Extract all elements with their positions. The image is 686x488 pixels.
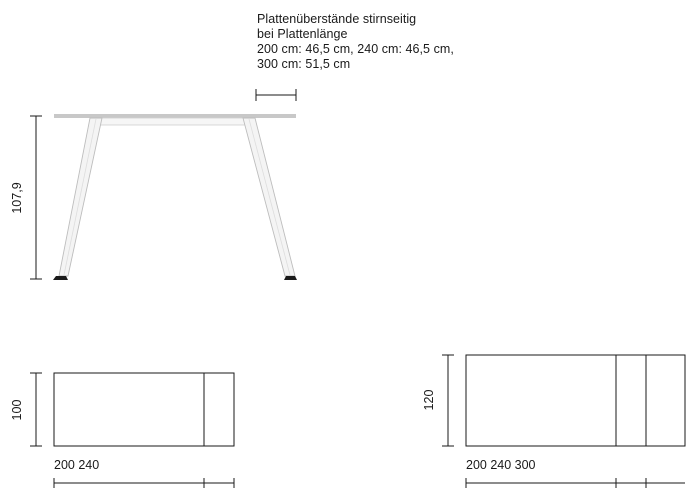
left-leg-highlight bbox=[63, 118, 97, 276]
overhang-note-line-2: bei Plattenlänge bbox=[257, 27, 348, 41]
height-label: 107,9 bbox=[10, 182, 24, 213]
left-leg bbox=[58, 117, 103, 277]
tabletop-outline bbox=[53, 372, 235, 447]
overhang-dimension bbox=[255, 89, 297, 101]
tabletop-edge bbox=[54, 114, 296, 118]
right-leg-highlight bbox=[248, 118, 291, 276]
height-dimension bbox=[30, 115, 42, 280]
left-foot bbox=[53, 276, 68, 280]
tabletop-apron bbox=[95, 117, 249, 126]
tabletop-outline bbox=[465, 354, 686, 447]
length-labels: 200 240 300 bbox=[466, 458, 536, 472]
overhang-note: Plattenüberstände stirnseitig bei Platte… bbox=[257, 12, 454, 72]
depth-label: 120 bbox=[422, 390, 436, 411]
overhang-note-line-3: 200 cm: 46,5 cm, 240 cm: 46,5 cm, bbox=[257, 42, 454, 56]
right-leg bbox=[242, 117, 296, 277]
side-view: 107,9 bbox=[10, 114, 297, 280]
overhang-note-line-4: 300 cm: 51,5 cm bbox=[257, 57, 351, 71]
right-foot bbox=[284, 276, 297, 280]
plan-view-small: 100 200 240 bbox=[10, 372, 235, 488]
length-labels: 200 240 bbox=[54, 458, 99, 472]
plan-view-large: 120 200 240 300 bbox=[422, 354, 686, 488]
depth-label: 100 bbox=[10, 400, 24, 421]
overhang-note-line-1: Plattenüberstände stirnseitig bbox=[257, 12, 417, 26]
